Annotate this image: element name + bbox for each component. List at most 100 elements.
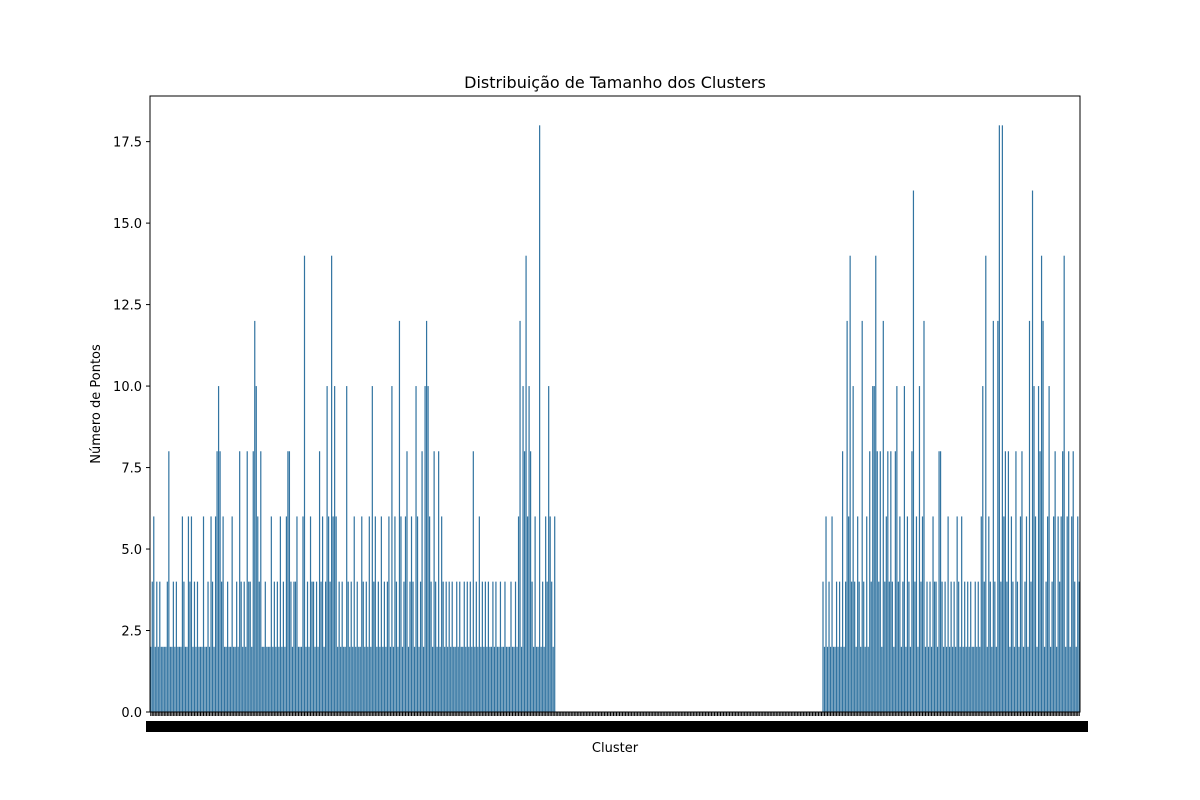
bar [967, 581, 969, 712]
bar [508, 646, 511, 712]
bars-group [150, 125, 1080, 713]
bar [900, 646, 902, 712]
bar [334, 386, 336, 712]
bar [410, 516, 413, 712]
bar [968, 646, 970, 712]
bar [350, 581, 352, 712]
bar [343, 646, 345, 712]
bar [1027, 646, 1029, 712]
bar [866, 516, 868, 712]
bar [416, 516, 419, 712]
bar [240, 581, 242, 712]
bar [450, 646, 452, 712]
bar [459, 581, 461, 712]
bar [837, 646, 839, 712]
bar [168, 451, 170, 712]
bar [1062, 451, 1064, 712]
bar [893, 646, 895, 712]
bar [983, 581, 985, 712]
bar [255, 386, 257, 712]
bar [914, 581, 916, 712]
bar [980, 516, 982, 712]
bar [920, 581, 922, 712]
bar [471, 646, 473, 712]
bar [448, 581, 450, 712]
bar [231, 516, 233, 712]
bar [474, 646, 476, 712]
bar [239, 451, 241, 712]
bar [504, 581, 506, 712]
bar [400, 516, 402, 712]
bar [296, 516, 298, 712]
bar [505, 646, 508, 712]
bar [227, 581, 229, 712]
bar [517, 516, 520, 712]
bar [484, 581, 486, 712]
bar [1022, 646, 1025, 712]
bar [909, 646, 912, 712]
bar [264, 581, 266, 712]
bar [876, 451, 878, 712]
bar [997, 320, 999, 712]
bar [970, 581, 972, 712]
bar [270, 516, 272, 712]
bar [1059, 581, 1061, 712]
bar [436, 646, 438, 712]
bar [843, 646, 845, 712]
bar [291, 646, 294, 712]
bar [300, 646, 303, 712]
bar [855, 646, 857, 712]
bar [514, 581, 517, 712]
bar [828, 581, 830, 712]
bar [208, 646, 211, 712]
bar [267, 646, 269, 712]
bar [324, 581, 327, 712]
bar [174, 646, 176, 712]
bar [894, 451, 896, 712]
bar [501, 646, 503, 712]
bar [1016, 581, 1019, 712]
bar [1046, 516, 1049, 712]
bar [1030, 581, 1032, 712]
bar [498, 646, 500, 712]
bar [456, 581, 458, 712]
bar [276, 581, 278, 712]
bar [516, 646, 518, 712]
bar [551, 581, 553, 712]
bar [463, 581, 465, 712]
bar [1077, 516, 1079, 712]
bar [1051, 581, 1053, 712]
bar [427, 386, 429, 712]
bar [397, 646, 399, 712]
bar [392, 646, 395, 712]
bar [546, 581, 548, 712]
bar [854, 581, 856, 712]
bar [890, 451, 892, 712]
y-tick-label: 0.0 [121, 706, 142, 721]
bar [346, 386, 348, 712]
bar [201, 646, 203, 712]
y-tick-label: 7.5 [121, 462, 142, 477]
bar [823, 646, 826, 712]
chart-title: Distribuição de Tamanho dos Clusters [464, 73, 766, 92]
bar [242, 646, 244, 712]
bar [180, 646, 182, 712]
bar [190, 516, 193, 712]
bar [903, 386, 906, 712]
bar [964, 581, 966, 712]
bar [429, 516, 431, 712]
bar [368, 516, 370, 712]
bar [297, 646, 300, 712]
bar [332, 516, 334, 712]
bar [422, 646, 425, 712]
bar [391, 386, 393, 712]
bar [552, 646, 554, 712]
bar [911, 451, 913, 712]
bar [1040, 255, 1043, 713]
bar [395, 581, 398, 712]
bar [406, 451, 408, 712]
bar [548, 386, 550, 712]
bar [403, 581, 405, 712]
bar [522, 386, 524, 712]
